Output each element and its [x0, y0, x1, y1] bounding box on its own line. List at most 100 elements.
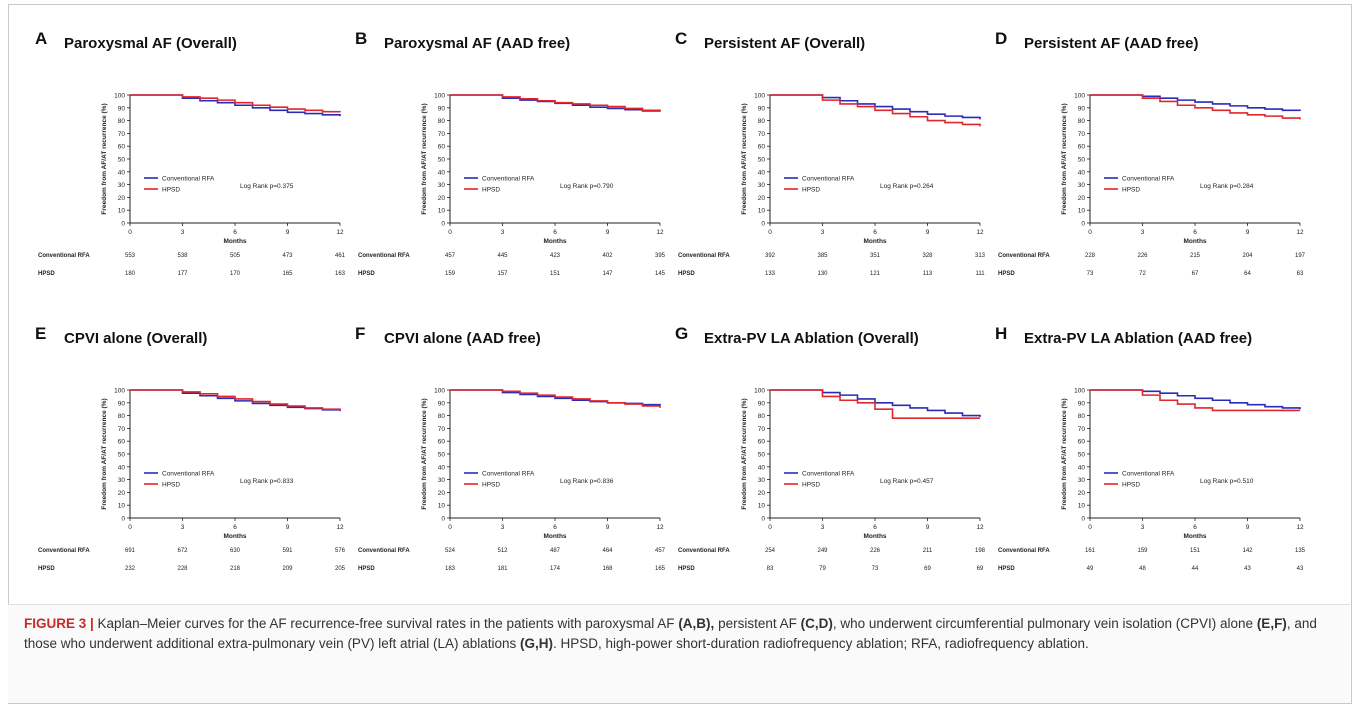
- x-axis-label: Months: [1183, 238, 1206, 245]
- risk-table-cell: 48: [1139, 566, 1146, 572]
- km-curve-hpsd: [130, 389, 341, 411]
- y-tick-label: 50: [438, 157, 446, 164]
- y-tick-label: 20: [758, 490, 766, 497]
- y-tick-label: 40: [118, 464, 126, 471]
- risk-table-cell: 197: [1295, 253, 1306, 259]
- y-tick-label: 70: [118, 131, 126, 138]
- risk-table-cell: 181: [497, 566, 508, 572]
- risk-table-cell: 121: [870, 271, 881, 277]
- risk-table-cell: 232: [125, 566, 136, 572]
- km-curve-conventional: [1090, 94, 1301, 112]
- risk-table-cell: 211: [923, 548, 933, 554]
- y-tick-label: 60: [1078, 439, 1086, 446]
- y-tick-label: 40: [758, 464, 766, 471]
- risk-table-cell: 142: [1242, 548, 1253, 554]
- y-tick-label: 100: [754, 93, 765, 100]
- y-tick-label: 20: [438, 490, 446, 497]
- y-tick-label: 0: [121, 221, 125, 228]
- x-tick-label: 9: [286, 229, 290, 236]
- y-tick-label: 20: [1078, 195, 1086, 202]
- legend-label: HPSD: [1122, 187, 1140, 194]
- y-tick-label: 0: [441, 516, 445, 523]
- panel-letter: E: [35, 324, 46, 343]
- risk-table-cell: 43: [1244, 566, 1251, 572]
- x-tick-label: 6: [553, 524, 557, 531]
- y-tick-label: 70: [438, 426, 446, 433]
- y-tick-label: 80: [438, 118, 446, 125]
- risk-table-cell: 43: [1297, 566, 1304, 572]
- risk-table-cell: 215: [1190, 253, 1201, 259]
- y-tick-label: 10: [1078, 208, 1086, 215]
- risk-table-cell: 49: [1087, 566, 1094, 572]
- risk-table-cell: 69: [977, 566, 984, 572]
- y-tick-label: 100: [114, 93, 125, 100]
- x-tick-label: 0: [128, 229, 132, 236]
- risk-table-cell: 423: [550, 253, 561, 259]
- y-tick-label: 30: [118, 477, 126, 484]
- risk-table-cell: 161: [1085, 548, 1096, 554]
- risk-table-cell: 395: [655, 253, 666, 259]
- y-tick-label: 10: [438, 503, 446, 510]
- risk-table-cell: 461: [335, 253, 346, 259]
- y-tick-label: 90: [1078, 105, 1086, 112]
- y-tick-label: 40: [1078, 464, 1086, 471]
- x-tick-label: 0: [128, 524, 132, 531]
- y-axis-label: Freedom from AF/AT recurrence (%): [101, 103, 108, 214]
- risk-table-cell: 69: [924, 566, 931, 572]
- x-axis-label: Months: [863, 238, 886, 245]
- risk-table-cell: 111: [975, 271, 985, 277]
- y-tick-label: 10: [118, 503, 126, 510]
- risk-table-cell: 254: [765, 548, 776, 554]
- x-tick-label: 6: [233, 524, 237, 531]
- legend-label: Conventional RFA: [802, 471, 855, 478]
- x-axis-label: Months: [543, 533, 566, 540]
- y-tick-label: 30: [1078, 182, 1086, 189]
- risk-table-cell: 170: [230, 271, 241, 277]
- y-tick-label: 10: [438, 208, 446, 215]
- risk-table-cell: 538: [177, 253, 188, 259]
- risk-table-group-label: Conventional RFA: [678, 548, 730, 554]
- risk-table-cell: 392: [765, 253, 776, 259]
- x-tick-label: 6: [1193, 524, 1197, 531]
- y-axis-label: Freedom from AF/AT recurrence (%): [1061, 103, 1068, 214]
- risk-table-cell: 228: [1085, 253, 1096, 259]
- legend-label: Conventional RFA: [482, 471, 535, 478]
- x-tick-label: 6: [1193, 229, 1197, 236]
- risk-table-cell: 630: [230, 548, 241, 554]
- y-tick-label: 0: [441, 221, 445, 228]
- risk-table-cell: 205: [335, 566, 346, 572]
- risk-table-cell: 351: [870, 253, 881, 259]
- y-tick-label: 80: [118, 118, 126, 125]
- risk-table-cell: 168: [602, 566, 613, 572]
- km-curve-hpsd: [770, 389, 980, 419]
- caption-panel-ref: (C,D): [800, 616, 833, 631]
- y-tick-label: 50: [758, 157, 766, 164]
- panel-title: Paroxysmal AF (AAD free): [384, 35, 570, 52]
- y-tick-label: 20: [1078, 490, 1086, 497]
- panel-letter: G: [675, 324, 688, 343]
- risk-table-group-label: Conventional RFA: [998, 253, 1050, 259]
- panel-letter: D: [995, 29, 1007, 48]
- panel-title: Persistent AF (Overall): [704, 35, 865, 52]
- y-tick-label: 100: [434, 388, 445, 395]
- y-tick-label: 0: [1081, 516, 1085, 523]
- y-tick-label: 100: [434, 93, 445, 100]
- y-tick-label: 10: [758, 503, 766, 510]
- risk-table-cell: 445: [497, 253, 508, 259]
- x-tick-label: 12: [976, 229, 984, 236]
- risk-table-cell: 249: [817, 548, 828, 554]
- panel-title: Paroxysmal AF (Overall): [64, 35, 237, 52]
- logrank-label: Log Rank p=0.836: [560, 478, 614, 485]
- y-tick-label: 60: [438, 144, 446, 151]
- legend-label: HPSD: [162, 187, 180, 194]
- risk-table-cell: 113: [923, 271, 933, 277]
- y-tick-label: 100: [754, 388, 765, 395]
- risk-table-cell: 553: [125, 253, 136, 259]
- risk-table-cell: 204: [1242, 253, 1253, 259]
- caption-text: persistent AF: [714, 616, 801, 631]
- x-tick-label: 3: [1141, 524, 1145, 531]
- caption-panel-ref: (E,F): [1256, 616, 1287, 631]
- risk-table-cell: 44: [1192, 566, 1199, 572]
- caption-text: Kaplan–Meier curves for the AF recurrenc…: [93, 616, 679, 631]
- panel-title: Extra-PV LA Ablation (Overall): [704, 330, 919, 347]
